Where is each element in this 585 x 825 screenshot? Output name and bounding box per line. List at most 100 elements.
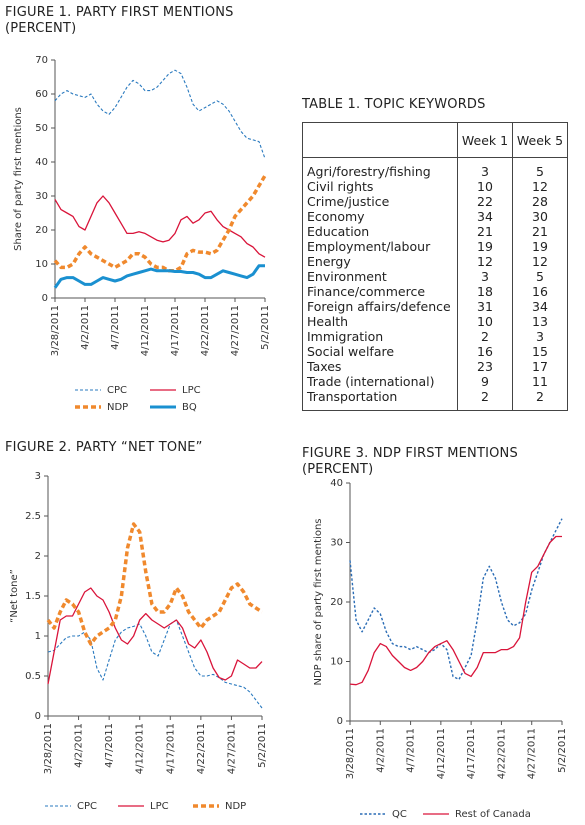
y-tick-label: 1 (35, 631, 41, 642)
legend-label: LPC (150, 801, 169, 812)
y-tick-label: 50 (35, 123, 48, 134)
table-cell: 2 (457, 389, 513, 411)
y-tick-label: 10 (35, 259, 48, 270)
x-tick-label: 4/27/2011 (527, 728, 538, 779)
table-cell: 13 (512, 314, 568, 329)
table-row: Finance/commerce 18 16 (303, 284, 568, 299)
x-tick-label: 3/28/2011 (345, 728, 356, 779)
table-cell: 16 (457, 344, 513, 359)
table-cell: 10 (457, 179, 513, 194)
line-series (53, 264, 265, 289)
table-cell: 23 (457, 359, 513, 374)
x-tick-label: 4/12/2011 (436, 728, 447, 779)
table-cell: 22 (457, 194, 513, 209)
chart-title: FIGURE 1. PARTY FIRST MENTIONS (PERCENT) (5, 5, 234, 36)
table-cell: Taxes (307, 359, 342, 374)
y-axis-label: Share of party first mentions (13, 107, 24, 251)
table-cell: 2 (457, 329, 513, 344)
table-cell: 12 (512, 179, 568, 194)
x-tick-label: 4/12/2011 (140, 305, 151, 356)
y-axis-label: “Net tone” (9, 569, 20, 623)
y-tick-label: 40 (35, 157, 48, 168)
y-tick-label: 0.5 (25, 671, 41, 682)
header-cell: Week 5 (512, 122, 568, 158)
table-row: Crime/justice 22 28 (303, 194, 568, 209)
table-cell: 21 (457, 224, 513, 239)
table-row: Taxes 23 17 (303, 359, 568, 374)
header-cell: Week 1 (457, 122, 513, 158)
table-cell: 17 (512, 359, 568, 374)
table-cell: Education (307, 224, 370, 239)
x-tick-label: 4/2/2011 (375, 728, 386, 773)
y-tick-label: 30 (35, 191, 48, 202)
table-cell: 34 (457, 209, 513, 224)
x-tick-label: 3/28/2011 (50, 305, 61, 356)
table-cell: Social welfare (307, 344, 395, 359)
y-tick-label: 40 (330, 478, 343, 489)
x-tick-label: 5/2/2011 (260, 305, 271, 350)
table-cell: 3 (512, 329, 568, 344)
y-tick-label: 30 (330, 538, 343, 549)
table-row: Economy 34 30 (303, 209, 568, 224)
table-cell: 19 (512, 239, 568, 254)
x-tick-label: 4/22/2011 (196, 723, 207, 774)
table-cell: 11 (512, 374, 568, 389)
x-tick-label: 4/17/2011 (165, 723, 176, 774)
x-tick-label: 4/2/2011 (80, 305, 91, 350)
table-cell: 30 (512, 209, 568, 224)
table-row: Trade (international) 9 11 (303, 374, 568, 389)
table-cell: 16 (512, 284, 568, 299)
table-row: Social welfare 16 15 (303, 344, 568, 359)
table-cell: 10 (457, 314, 513, 329)
table-cell: Finance/commerce (307, 284, 426, 299)
table-row: Immigration 2 3 (303, 329, 568, 344)
y-axis-label: NDP share of party first mentions (313, 518, 324, 685)
x-tick-label: 4/22/2011 (496, 728, 507, 779)
line-series (54, 69, 266, 159)
line-series (53, 174, 267, 273)
table-row: Energy 12 12 (303, 254, 568, 269)
y-tick-label: 1.5 (25, 591, 41, 602)
y-tick-label: 20 (330, 597, 343, 608)
y-tick-label: 10 (330, 657, 343, 668)
legend-label: BQ (182, 402, 197, 413)
table-cell: Economy (307, 209, 365, 224)
legend-label: CPC (107, 385, 127, 396)
table-row: Civil rights 10 12 (303, 179, 568, 194)
legend-label: NDP (225, 801, 246, 812)
table-row: Transportation 2 2 (303, 389, 568, 411)
table-cell: Agri/forestry/fishing (307, 164, 431, 179)
table: Week 1 Week 5 Agri/forestry/fishing 3 5 Civil… (302, 122, 568, 411)
table-cell: 15 (512, 344, 568, 359)
line-series (349, 535, 562, 686)
table-cell: 19 (457, 239, 513, 254)
y-tick-label: 2.5 (25, 511, 41, 522)
chart-title: FIGURE 3. NDP FIRST MENTIONS (PERCENT) (302, 446, 518, 477)
line-series (47, 619, 263, 709)
table-cell: Trade (international) (307, 374, 435, 389)
table-cell: 3 (457, 269, 513, 284)
table-cell: 21 (512, 224, 568, 239)
table-row: Agri/forestry/fishing 3 5 (303, 157, 568, 179)
y-tick-label: 0 (35, 711, 41, 722)
line-series (47, 587, 263, 685)
table-row: Education 21 21 (303, 224, 568, 239)
table-cell: 12 (457, 254, 513, 269)
x-tick-label: 5/2/2011 (257, 723, 268, 768)
table-cell: Immigration (307, 329, 384, 344)
legend-label: QC (392, 809, 407, 820)
table-cell: Crime/justice (307, 194, 390, 209)
table-cell: Foreign affairs/defence (307, 299, 451, 314)
x-tick-label: 4/12/2011 (135, 723, 146, 774)
x-tick-label: 4/22/2011 (200, 305, 211, 356)
line-series (349, 518, 563, 681)
table-cell: Employment/labour (307, 239, 431, 254)
line-series (46, 522, 263, 646)
y-tick-label: 2 (35, 551, 41, 562)
table-cell: 2 (512, 389, 568, 411)
x-tick-label: 4/17/2011 (466, 728, 477, 779)
legend-label: Rest of Canada (455, 809, 531, 820)
table-cell: Energy (307, 254, 351, 269)
y-tick-label: 0 (42, 293, 48, 304)
